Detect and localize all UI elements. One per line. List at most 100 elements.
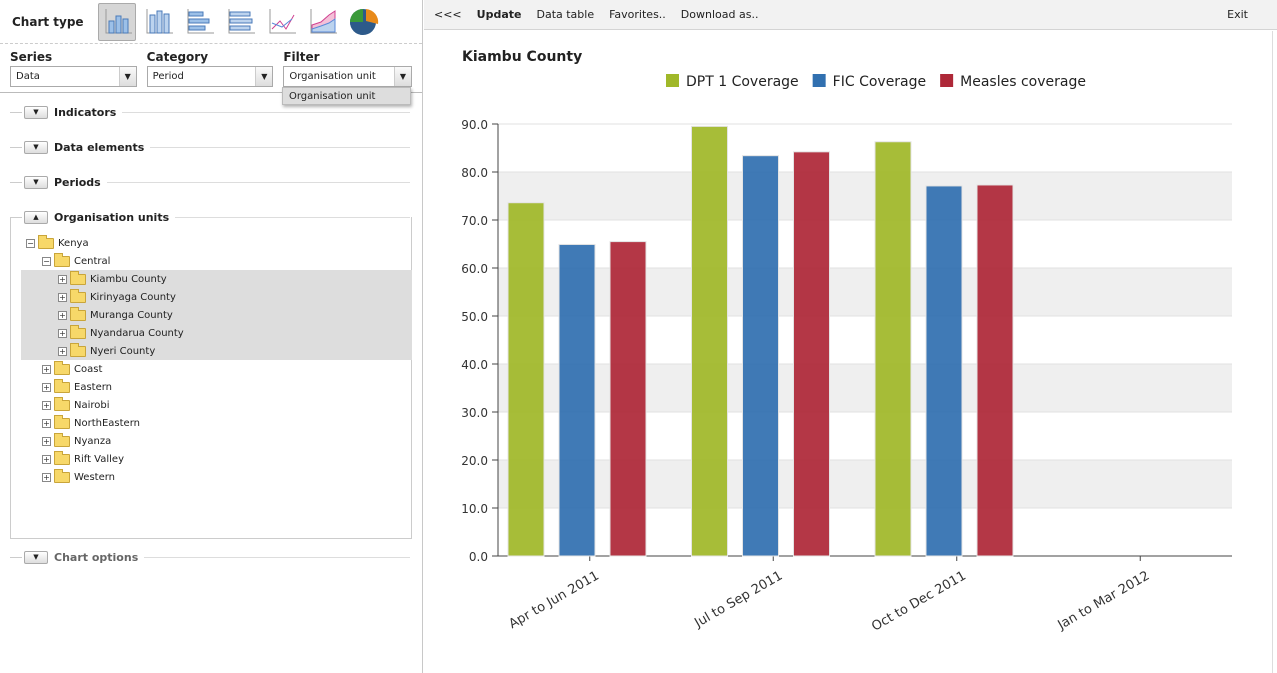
tree-node[interactable]: + Kirinyaga County <box>58 288 176 306</box>
stacked-bar-chart-icon <box>228 8 255 33</box>
legend-label: DPT 1 Coverage <box>686 74 799 90</box>
tree-node[interactable]: + Muranga County <box>58 306 173 324</box>
y-tick-label: 80.0 <box>461 166 488 180</box>
expand-icon[interactable]: + <box>42 382 51 392</box>
expand-icon[interactable]: + <box>58 310 67 320</box>
folder-icon <box>54 468 70 483</box>
folder-icon <box>70 306 86 321</box>
tree-node[interactable]: + Nairobi <box>42 396 110 414</box>
grid-band <box>498 364 1232 412</box>
expand-icon[interactable]: + <box>58 328 67 338</box>
expand-icon[interactable]: ▼ <box>24 106 48 119</box>
series-select[interactable]: Data ▼ <box>10 66 137 87</box>
filter-dropdown-option[interactable]: Organisation unit <box>282 87 411 105</box>
bar[interactable] <box>793 151 830 557</box>
y-tick-label: 40.0 <box>461 358 488 372</box>
bar[interactable] <box>558 243 596 557</box>
expand-icon[interactable]: ▼ <box>24 551 48 564</box>
bar[interactable] <box>874 141 912 557</box>
tree-node[interactable]: + Nyandarua County <box>58 324 184 342</box>
update-button[interactable]: Update <box>476 8 522 21</box>
grid-band <box>498 460 1232 508</box>
section-title: Periods <box>54 176 101 189</box>
chart-type-label: Chart type <box>12 14 84 29</box>
stacked-bar-chart-button[interactable] <box>221 3 259 41</box>
folder-icon <box>70 342 86 357</box>
legend-swatch <box>940 74 954 87</box>
folder-icon <box>54 414 70 429</box>
exit-button[interactable]: Exit <box>1227 8 1248 21</box>
bar[interactable] <box>691 125 728 557</box>
expand-icon[interactable]: + <box>42 472 51 482</box>
section-periods[interactable]: ▼ Periods <box>10 176 410 189</box>
x-tick-label: Jan to Mar 2012 <box>1055 568 1153 633</box>
chevron-down-icon[interactable]: ▼ <box>394 67 411 86</box>
org-unit-tree: − Kenya − Central + Kiambu County + Kirinyaga C… <box>10 217 412 539</box>
tree-node-label: Nyandarua County <box>90 327 184 339</box>
bar[interactable] <box>609 241 647 557</box>
chevron-down-icon[interactable]: ▼ <box>118 67 136 86</box>
tree-node[interactable]: + Rift Valley <box>42 450 124 468</box>
expand-icon[interactable]: + <box>58 274 67 284</box>
bar[interactable] <box>507 202 545 557</box>
section-title: Organisation units <box>54 211 170 224</box>
bar[interactable] <box>976 184 1014 557</box>
tree-node[interactable]: + Western <box>42 468 115 486</box>
y-tick-label: 0.0 <box>469 550 488 564</box>
section-org-units[interactable]: ▲ Organisation units <box>10 211 410 224</box>
series-label: Series <box>10 50 53 64</box>
section-data-elements[interactable]: ▼ Data elements <box>10 141 410 154</box>
favorites-button[interactable]: Favorites.. <box>609 8 666 21</box>
folder-icon <box>70 288 86 303</box>
chart-type-bar: Chart type <box>0 0 422 44</box>
area-chart-button[interactable] <box>303 3 341 41</box>
section-chart-options[interactable]: ▼ Chart options <box>10 551 410 564</box>
tree-node[interactable]: + Eastern <box>42 378 112 396</box>
tree-node-label: Nairobi <box>74 399 110 411</box>
collapse-icon[interactable]: ▲ <box>24 211 48 224</box>
column-chart-button[interactable] <box>97 2 136 41</box>
bar-chart-button[interactable] <box>180 3 218 41</box>
expand-icon[interactable]: ▼ <box>24 176 48 189</box>
y-tick-label: 70.0 <box>461 214 488 228</box>
expand-icon[interactable]: + <box>42 400 51 410</box>
collapse-left-button[interactable]: <<< <box>434 8 462 21</box>
chart-panel: <<< Update Data table Favorites.. Downlo… <box>424 0 1277 673</box>
filter-label: Filter <box>283 50 320 64</box>
grid-band <box>498 268 1232 316</box>
tree-node[interactable]: + Coast <box>42 360 102 378</box>
stacked-column-chart-button[interactable] <box>139 3 177 41</box>
column-chart-icon <box>105 8 132 33</box>
folder-icon <box>70 324 86 339</box>
bar[interactable] <box>742 155 779 557</box>
section-indicators[interactable]: ▼ Indicators <box>10 106 410 119</box>
expand-icon[interactable]: + <box>58 346 67 356</box>
collapse-icon[interactable]: − <box>26 238 35 248</box>
x-tick-label: Jul to Sep 2011 <box>691 568 785 631</box>
tree-node-label: Kiambu County <box>90 273 167 285</box>
y-tick-label: 50.0 <box>461 310 488 324</box>
tree-node[interactable]: − Kenya <box>26 234 89 252</box>
expand-icon[interactable]: + <box>42 418 51 428</box>
expand-icon[interactable]: + <box>42 436 51 446</box>
download-button[interactable]: Download as.. <box>680 8 759 21</box>
data-table-button[interactable]: Data table <box>536 8 595 21</box>
tree-node[interactable]: + Nyanza <box>42 432 111 450</box>
expand-icon[interactable]: + <box>42 454 51 464</box>
chevron-down-icon[interactable]: ▼ <box>255 67 273 86</box>
chart-title: Kiambu County <box>462 49 582 65</box>
line-chart-button[interactable] <box>262 3 300 41</box>
tree-node[interactable]: + NorthEastern <box>42 414 140 432</box>
expand-icon[interactable]: ▼ <box>24 141 48 154</box>
left-panel: Chart type Series Data ▼ Category Period ▼… <box>0 0 423 673</box>
pie-chart-button[interactable] <box>344 3 382 41</box>
tree-node[interactable]: − Central <box>42 252 110 270</box>
tree-node[interactable]: + Kiambu County <box>58 270 167 288</box>
tree-node[interactable]: + Nyeri County <box>58 342 155 360</box>
expand-icon[interactable]: + <box>42 364 51 374</box>
category-select[interactable]: Period ▼ <box>146 66 274 87</box>
bar[interactable] <box>925 185 963 557</box>
expand-icon[interactable]: + <box>58 292 67 302</box>
collapse-icon[interactable]: − <box>42 256 51 266</box>
filter-select[interactable]: Organisation unit ▼ <box>283 66 412 87</box>
